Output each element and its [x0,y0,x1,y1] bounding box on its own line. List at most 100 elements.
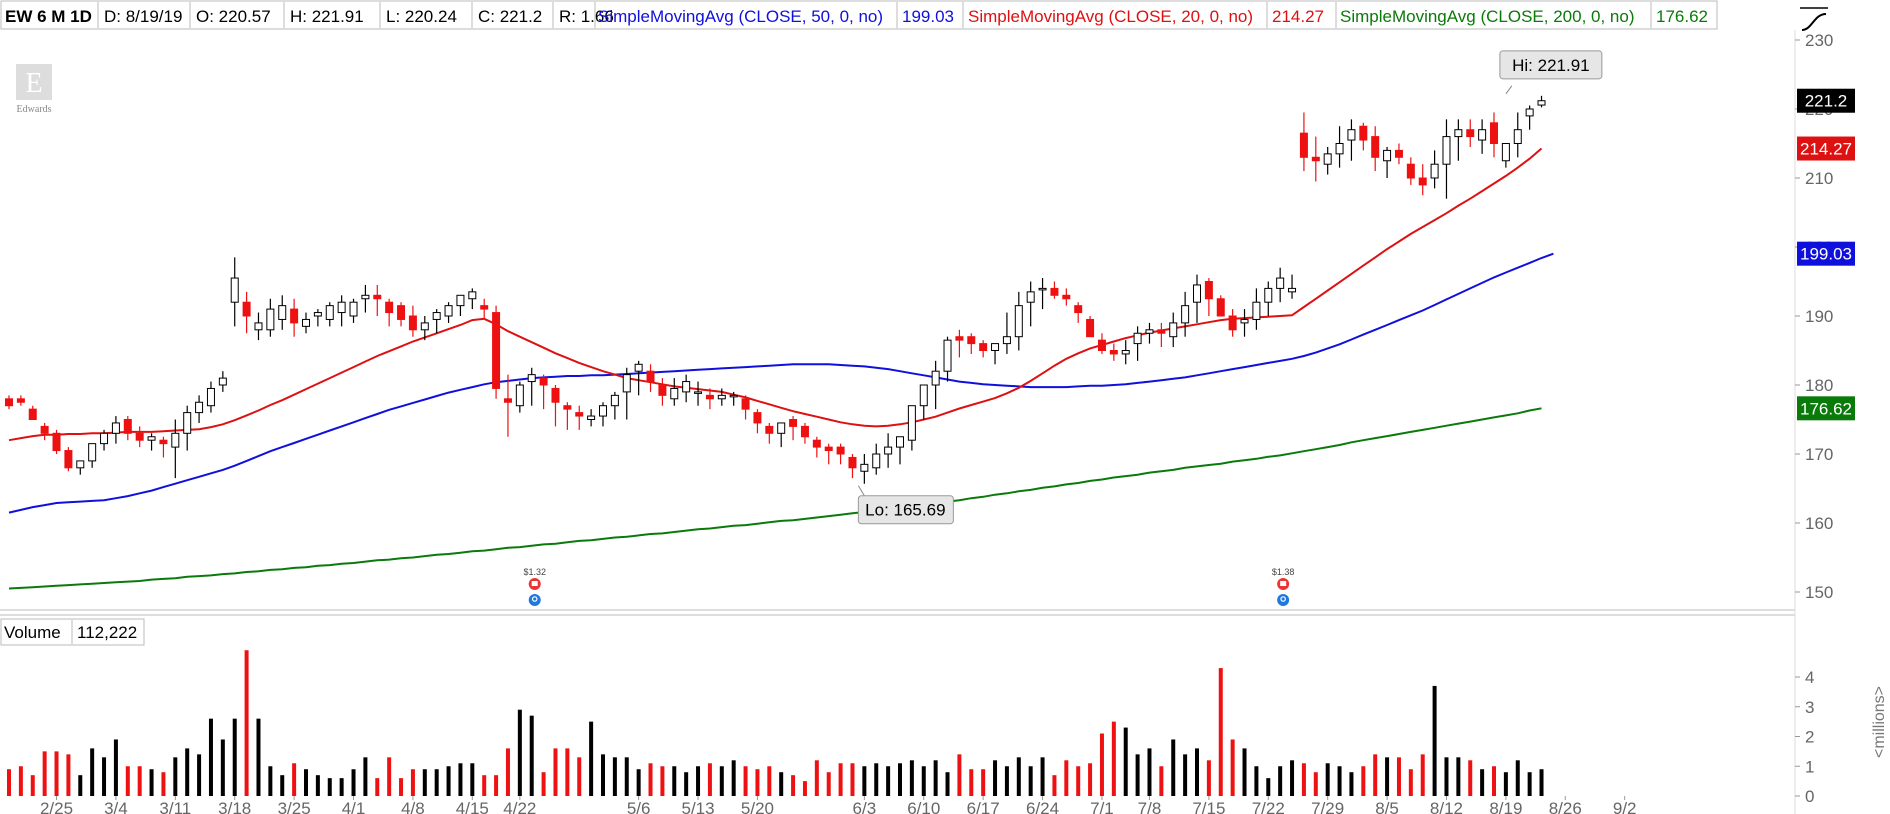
candle [836,443,845,465]
volume-bar [1016,757,1021,796]
volume-bar [684,772,689,796]
candle-body [183,412,192,434]
date-tick-label: 7/1 [1090,799,1114,814]
price-label: 221.2 [1797,88,1855,113]
candle-body [1466,129,1475,138]
volume-bar [826,772,831,796]
candle [1347,119,1356,161]
volume-bar [1515,760,1520,796]
volume-bar [1266,778,1271,796]
volume-bar [719,766,724,796]
volume-bar [1159,766,1164,796]
candle-body [278,305,287,320]
volume-bar [993,760,998,796]
candle [492,305,501,399]
volume-bar [30,775,35,796]
volume-bar [969,769,974,796]
candle [551,385,560,427]
candle [242,291,251,334]
volume-bar [1147,748,1152,796]
candle [302,312,310,334]
header-sma20-value: 214.27 [1272,7,1324,26]
candle-body [1335,143,1344,155]
volume-bar [1539,769,1544,796]
volume-bar [909,760,914,796]
candle [943,336,952,382]
candle-body [1038,287,1047,291]
candle [1264,281,1273,316]
candle [848,454,857,479]
volume-bar [1337,766,1342,796]
candle-body [88,443,97,462]
candle-body [1026,291,1035,303]
candle [1216,295,1225,317]
sma20-line [8,147,1543,442]
candle [896,436,904,465]
candle [171,419,180,479]
header-date: D: 8/19/19 [104,7,182,26]
volume-bar [1349,772,1354,796]
candle-body [705,394,714,400]
volume-bar [363,757,368,796]
candle [931,360,940,410]
volume-bar [1171,739,1176,796]
candle-body [503,398,512,403]
volume-bar [494,775,499,796]
volume-bar [1503,772,1508,796]
high-callout-box [1499,50,1603,80]
price-label: 199.03 [1797,241,1855,266]
candle-body [1418,177,1427,186]
candle-body [373,294,382,300]
candle-body [302,318,310,327]
volume-bar [814,760,819,796]
candle-body [1478,129,1487,141]
volume-bar [327,778,332,796]
volume-bar [1396,757,1401,796]
volume-bar [672,766,677,796]
volume-bar [208,718,213,796]
date-tick-label: 2/25 [40,799,73,814]
candle [1014,291,1023,351]
candle-body [575,412,584,417]
candle [385,298,394,327]
candle [278,295,287,330]
volume-bar [850,763,855,796]
date-tick-label: 8/19 [1489,799,1522,814]
volume-bar [517,709,522,796]
candle [872,443,881,475]
high-callout-text: Hi: 221.91 [1512,56,1590,75]
candle [64,447,73,472]
header-sma20-label[interactable]: SimpleMovingAvg (CLOSE, 20, 0, no) [968,7,1253,26]
price-axis-ticks: 150160170180190200210220230 [1795,31,1833,602]
candle [1181,291,1190,337]
volume-tick-label: 2 [1805,728,1814,747]
candle [100,429,109,451]
candle-body [397,305,406,320]
volume-bar [505,748,510,796]
volume-bar [1408,769,1413,796]
volume-bar [1385,757,1390,796]
header-symbol[interactable]: EW 6 M 1D [5,7,92,26]
header-low: L: 220.24 [386,7,457,26]
header-sma200-label[interactable]: SimpleMovingAvg (CLOSE, 200, 0, no) [1340,7,1635,26]
candle-body [28,408,37,420]
candle [1454,119,1463,161]
candle-body [468,291,477,300]
dividend-marker[interactable]: $1.32 [523,567,546,606]
candle [1442,119,1451,199]
candle [1026,281,1035,327]
candle [955,329,964,358]
drawing-tool-icon[interactable] [1800,7,1828,31]
candle-body [943,339,952,372]
candle [1359,122,1368,151]
volume-bar [1028,766,1033,796]
header-sma50-label[interactable]: SimpleMovingAvg (CLOSE, 50, 0, no) [598,7,883,26]
candle [135,426,144,448]
volume-bar [244,650,249,796]
volume-bar [529,715,534,796]
candle [1240,309,1249,337]
volume-bar [410,769,415,796]
volume-tick-label: 3 [1805,698,1814,717]
dividend-marker[interactable]: $1.38 [1272,567,1295,606]
